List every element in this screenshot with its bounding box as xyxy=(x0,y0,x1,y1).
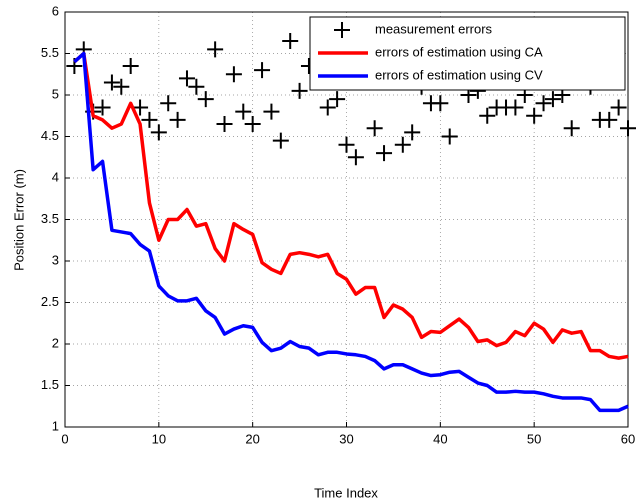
y-tick-label: 3 xyxy=(52,252,59,267)
marker xyxy=(103,74,120,91)
y-axis-label: Position Error (m) xyxy=(11,169,26,271)
marker xyxy=(282,33,299,50)
marker xyxy=(122,57,139,74)
marker xyxy=(160,95,177,112)
marker xyxy=(141,111,158,128)
marker xyxy=(197,91,214,108)
legend-label: errors of estimation using CA xyxy=(375,44,543,59)
marker xyxy=(272,132,289,149)
marker xyxy=(563,120,580,137)
marker xyxy=(404,124,421,141)
y-tick-label: 4 xyxy=(52,169,59,184)
marker xyxy=(441,128,458,145)
x-tick-label: 30 xyxy=(339,431,353,446)
x-tick-label: 60 xyxy=(621,431,635,446)
y-tick-label: 5 xyxy=(52,86,59,101)
legend-label: errors of estimation using CV xyxy=(375,67,543,82)
marker xyxy=(244,116,261,133)
data-line xyxy=(73,51,629,413)
marker xyxy=(507,99,524,116)
marker xyxy=(207,41,224,58)
legend-label: measurement errors xyxy=(375,21,493,36)
marker xyxy=(132,99,149,116)
x-tick-label: 40 xyxy=(433,431,447,446)
marker xyxy=(216,116,233,133)
marker xyxy=(610,99,627,116)
marker xyxy=(150,124,167,141)
y-tick-label: 3.5 xyxy=(41,211,59,226)
marker xyxy=(544,91,561,108)
y-tick-label: 4.5 xyxy=(41,128,59,143)
marker xyxy=(601,111,618,128)
marker xyxy=(366,120,383,137)
plot-frame xyxy=(64,11,629,428)
marker xyxy=(620,120,636,137)
marker xyxy=(526,107,543,124)
y-tick-label: 6 xyxy=(52,3,59,18)
marker xyxy=(254,62,271,79)
y-tick-label: 1 xyxy=(52,418,59,433)
marker xyxy=(394,136,411,153)
marker xyxy=(535,95,552,112)
marker xyxy=(178,70,195,87)
marker xyxy=(225,66,242,83)
x-tick-label: 0 xyxy=(61,431,68,446)
marker xyxy=(319,99,336,116)
x-axis-label: Time Index xyxy=(314,485,378,500)
marker xyxy=(188,78,205,95)
marker xyxy=(169,111,186,128)
data-line xyxy=(73,51,629,360)
marker xyxy=(479,107,496,124)
x-tick-label: 20 xyxy=(245,431,259,446)
marker xyxy=(94,99,111,116)
y-tick-label: 2.5 xyxy=(41,294,59,309)
legend-marker xyxy=(334,22,350,38)
y-tick-label: 5.5 xyxy=(41,45,59,60)
marker xyxy=(291,82,308,99)
x-tick-label: 50 xyxy=(527,431,541,446)
marker xyxy=(329,91,346,108)
y-tick-label: 1.5 xyxy=(41,377,59,392)
y-tick-label: 2 xyxy=(52,335,59,350)
marker xyxy=(235,103,252,120)
marker xyxy=(432,95,449,112)
marker xyxy=(113,78,130,95)
marker xyxy=(263,103,280,120)
x-tick-label: 10 xyxy=(152,431,166,446)
marker xyxy=(347,149,364,166)
marker xyxy=(376,145,393,162)
marker xyxy=(338,136,355,153)
